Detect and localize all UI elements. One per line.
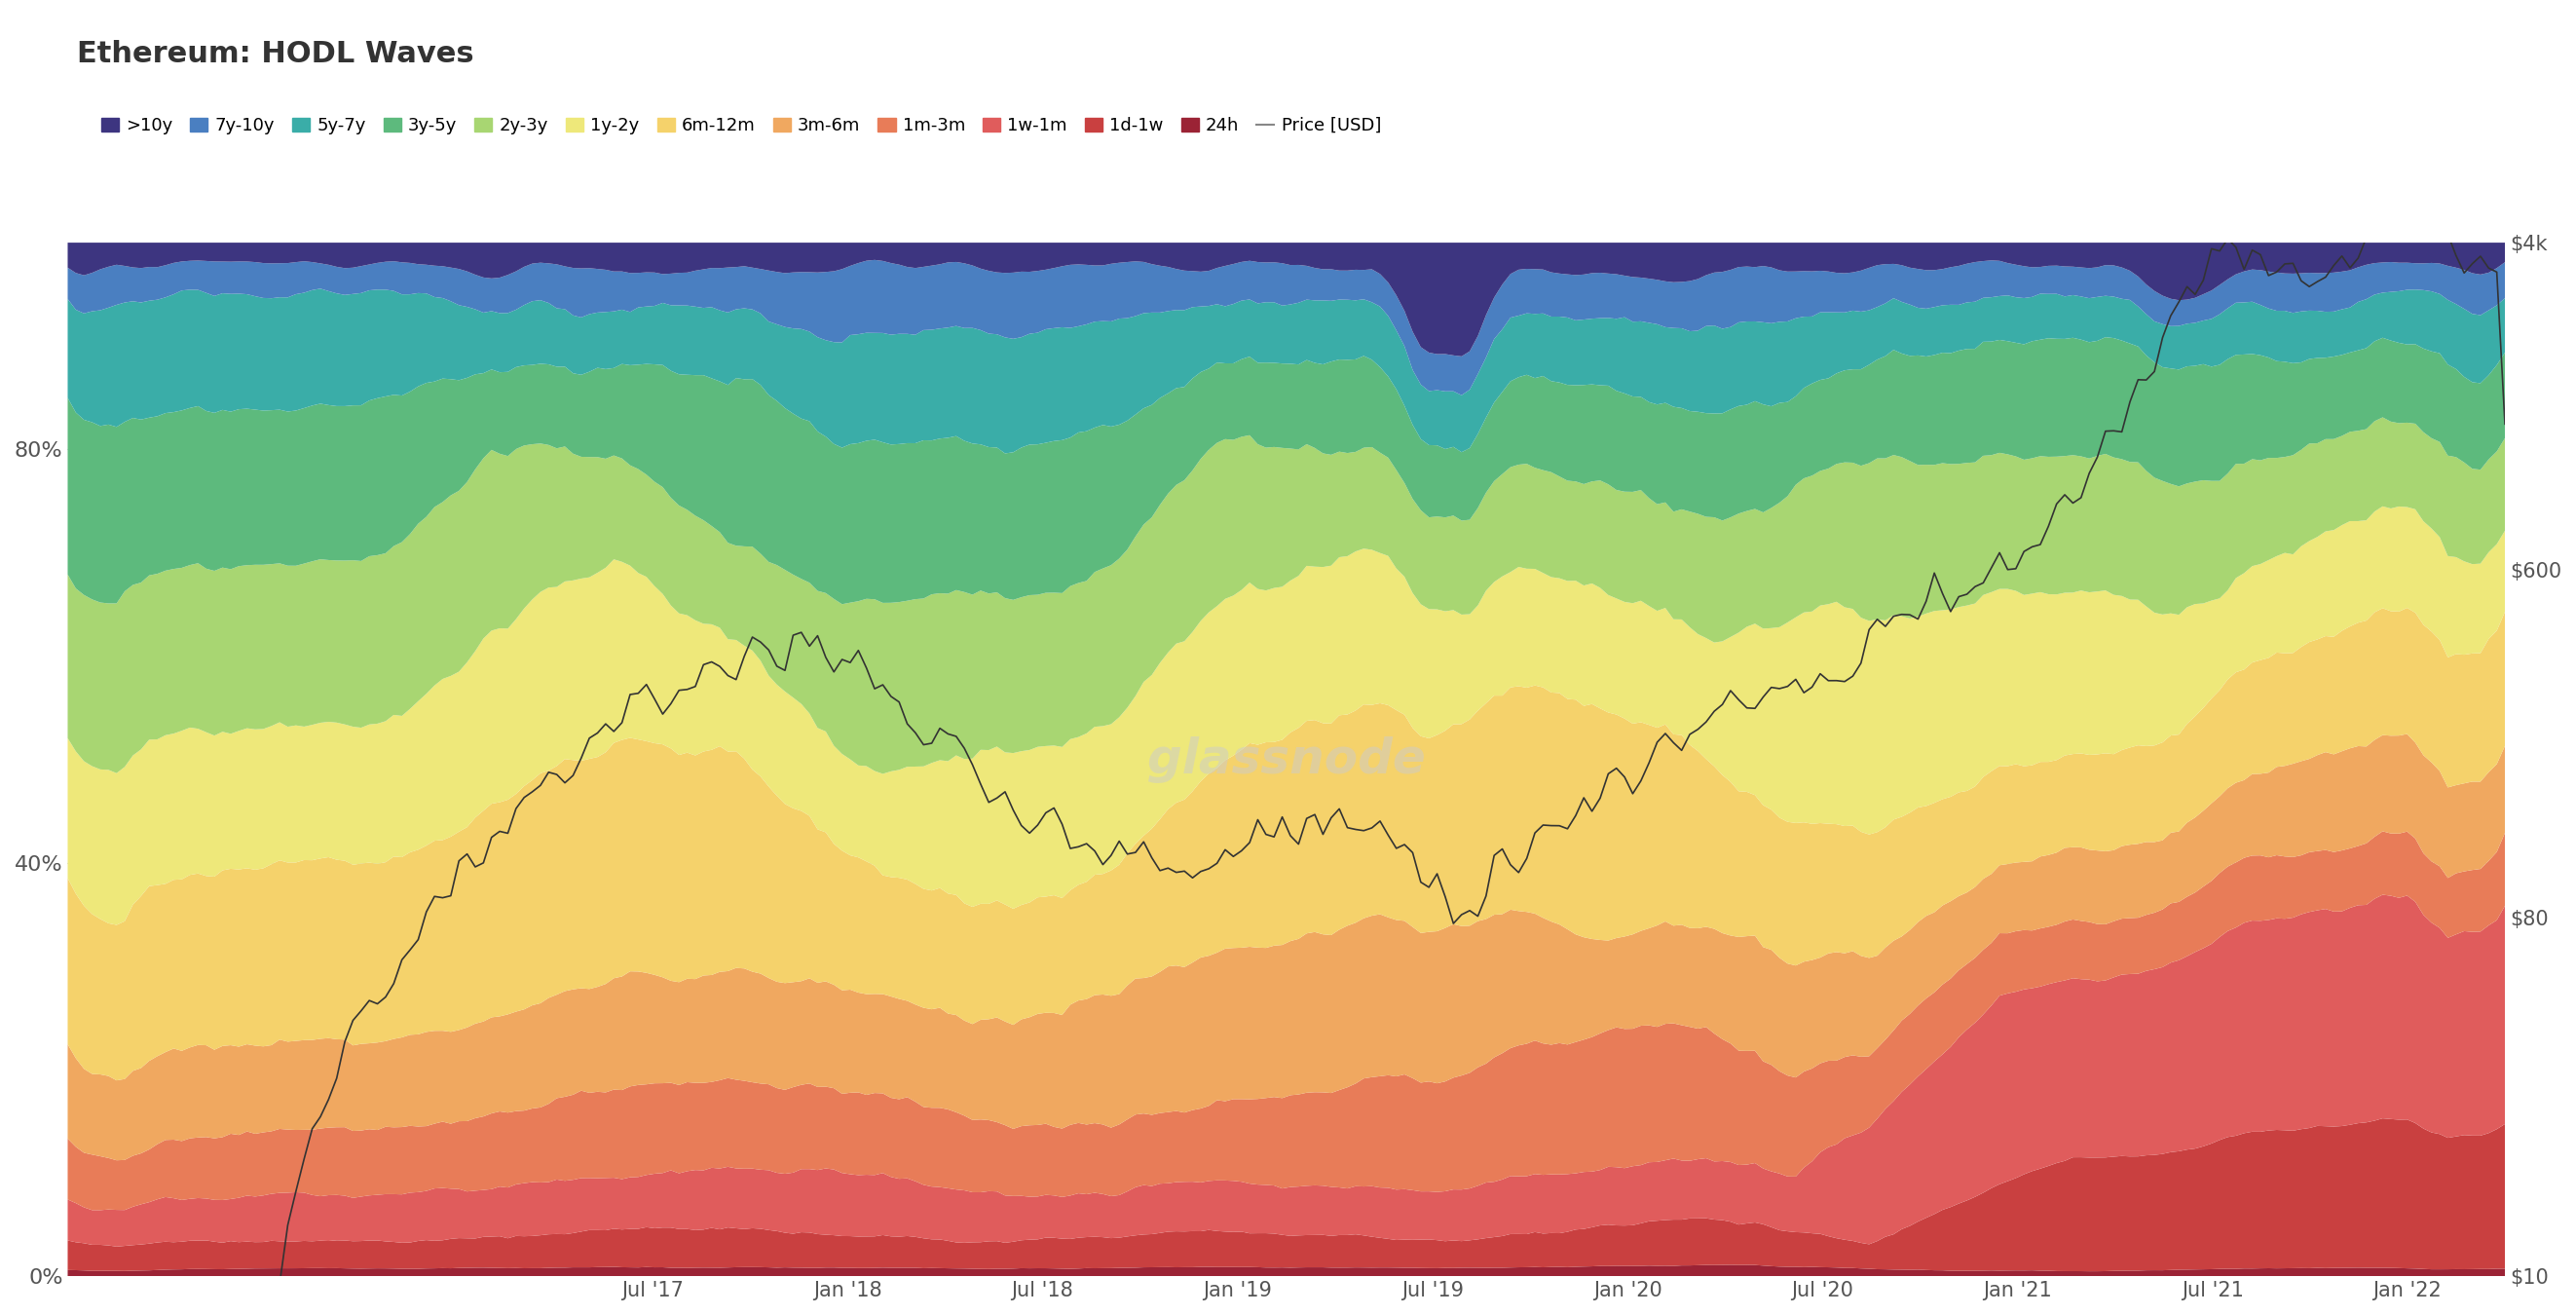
Legend: >10y, 7y-10y, 5y-7y, 3y-5y, 2y-3y, 1y-2y, 6m-12m, 3m-6m, 1m-3m, 1w-1m, 1d-1w, 24: >10y, 7y-10y, 5y-7y, 3y-5y, 2y-3y, 1y-2y… (100, 117, 1381, 134)
Text: glassnode: glassnode (1146, 736, 1425, 782)
Text: Ethereum: HODL Waves: Ethereum: HODL Waves (77, 39, 474, 67)
